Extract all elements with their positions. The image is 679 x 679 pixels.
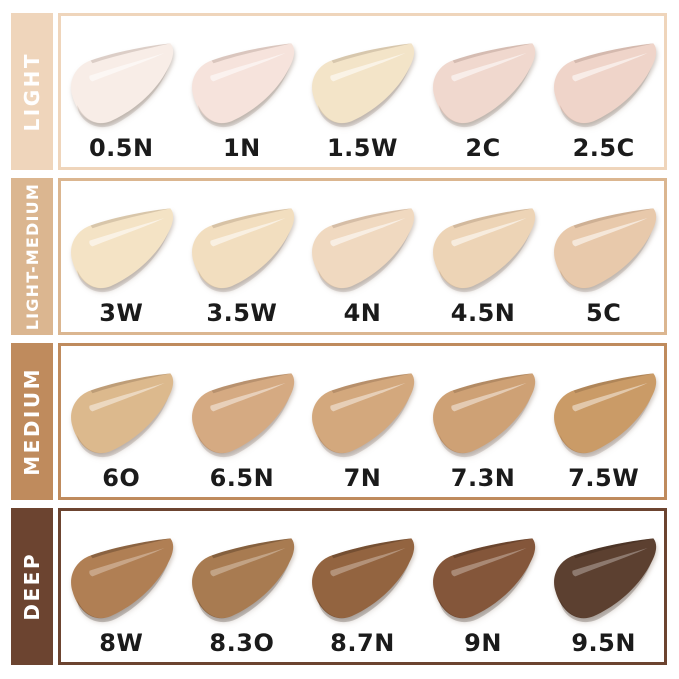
- shade-cell: 6O: [61, 346, 182, 497]
- shade-label: 1N: [222, 134, 261, 162]
- shade-label: 4.5N: [450, 299, 516, 327]
- swatch-smear: [312, 373, 415, 458]
- band-content-medium: 6O 6.5N 7N: [58, 343, 667, 500]
- shade-label: 8.7N: [330, 629, 395, 657]
- swatch-smear: [191, 373, 295, 458]
- shade-cell: 3W: [61, 181, 182, 332]
- shade-cell: 1.5W: [302, 16, 423, 167]
- shade-cell: 1N: [182, 16, 303, 167]
- shade-cell: 0.5N: [61, 16, 182, 167]
- swatch-smear: [433, 43, 536, 128]
- shade-cell: 8W: [61, 511, 182, 662]
- shade-cell: 5C: [543, 181, 664, 332]
- shade-band-medium: MEDIUM 6O 6.5N: [11, 343, 667, 500]
- shade-cell: 7.3N: [423, 346, 544, 497]
- swatch-smear: [553, 538, 656, 623]
- shade-label: 6O: [102, 464, 141, 492]
- shade-cell: 7.5W: [543, 346, 664, 497]
- swatch-smear: [71, 43, 174, 128]
- shade-cell: 3.5W: [182, 181, 303, 332]
- shade-label: 7N: [343, 464, 382, 492]
- band-sidebar-medium: MEDIUM: [11, 343, 53, 500]
- shade-band-light-medium: LIGHT-MEDIUM 3W 3.5W: [11, 178, 667, 335]
- shade-label: 2C: [465, 134, 501, 162]
- shade-cell: 7N: [302, 346, 423, 497]
- shade-cell: 4.5N: [423, 181, 544, 332]
- swatch-smear: [433, 538, 536, 623]
- shade-label: 6.5N: [209, 464, 275, 492]
- shade-cell: 8.3O: [182, 511, 303, 662]
- shade-label: 4N: [343, 299, 382, 327]
- band-content-deep: 8W 8.3O 8.7N: [58, 508, 667, 665]
- shade-label: 7.3N: [450, 464, 516, 492]
- band-content-light: 0.5N 1N 1.5W: [58, 13, 667, 170]
- swatch-smear: [553, 43, 656, 128]
- shade-cell: 9N: [423, 511, 544, 662]
- swatch-smear: [312, 43, 415, 128]
- shade-label: 9.5N: [571, 629, 636, 657]
- swatch-smear: [191, 208, 295, 293]
- shade-label: 3W: [99, 299, 144, 327]
- swatch-smear: [191, 43, 295, 128]
- shade-label: 8.3O: [209, 629, 275, 657]
- shade-label: 8W: [99, 629, 144, 657]
- swatch-smear: [71, 538, 174, 623]
- band-label-deep: DEEP: [20, 552, 44, 621]
- shade-cell: 4N: [302, 181, 423, 332]
- swatch-smear: [433, 208, 536, 293]
- swatch-smear: [312, 208, 415, 293]
- swatch-smear: [433, 373, 536, 458]
- band-sidebar-deep: DEEP: [11, 508, 53, 665]
- swatch-smear: [191, 538, 295, 623]
- shade-label: 9N: [464, 629, 502, 657]
- band-sidebar-light: LIGHT: [11, 13, 53, 170]
- swatch-smear: [553, 373, 656, 458]
- shade-cell: 2.5C: [543, 16, 664, 167]
- shade-cell: 2C: [423, 16, 544, 167]
- shade-cell: 9.5N: [543, 511, 664, 662]
- band-label-medium: MEDIUM: [20, 367, 44, 476]
- band-sidebar-light-medium: LIGHT-MEDIUM: [11, 178, 53, 335]
- shade-label: 3.5W: [206, 299, 278, 327]
- shade-label: 2.5C: [572, 134, 635, 162]
- swatch-smear: [312, 538, 415, 623]
- swatch-smear: [71, 208, 174, 293]
- band-label-light-medium: LIGHT-MEDIUM: [22, 182, 42, 331]
- swatch-smear: [553, 208, 656, 293]
- shade-label: 0.5N: [88, 134, 154, 162]
- band-content-light-medium: 3W 3.5W 4N: [58, 178, 667, 335]
- shade-band-deep: DEEP 8W 8.3O: [11, 508, 667, 665]
- shade-cell: 8.7N: [302, 511, 423, 662]
- shade-label: 1.5W: [326, 134, 398, 162]
- shade-band-light: LIGHT 0.5N 1N: [11, 13, 667, 170]
- shade-cell: 6.5N: [182, 346, 303, 497]
- shade-label: 5C: [586, 299, 622, 327]
- swatch-smear: [71, 373, 174, 458]
- shade-label: 7.5W: [568, 464, 640, 492]
- band-label-light: LIGHT: [20, 51, 44, 132]
